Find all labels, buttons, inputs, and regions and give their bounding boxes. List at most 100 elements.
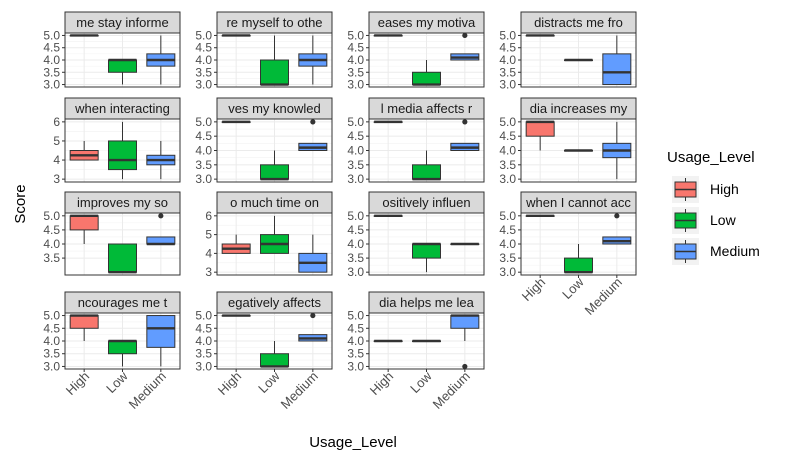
panel-border bbox=[368, 118, 485, 183]
legend: Usage_Level High Low Medium bbox=[667, 149, 760, 265]
box-low bbox=[260, 215, 289, 254]
legend-label: High bbox=[710, 181, 739, 197]
box-body bbox=[260, 164, 289, 180]
outlier-point bbox=[310, 119, 316, 125]
panel-border bbox=[520, 32, 637, 88]
legend-key-low: Low bbox=[672, 207, 737, 234]
box-body bbox=[69, 315, 99, 329]
y-tick-label: 4.0 bbox=[43, 53, 60, 67]
facet-strip-label: l media affects r bbox=[381, 101, 473, 116]
y-tick-label: 4.5 bbox=[347, 321, 364, 335]
y-tick-label: 4.0 bbox=[499, 53, 516, 67]
facet-strip-label: egatively affects bbox=[228, 295, 321, 310]
y-tick-label: 4 bbox=[53, 153, 60, 167]
y-tick-label: 6 bbox=[53, 115, 60, 129]
facet-strip-label: dia increases my bbox=[530, 101, 628, 116]
box-high bbox=[221, 34, 251, 37]
box-high bbox=[525, 34, 555, 37]
y-tick-label: 4.0 bbox=[347, 334, 364, 348]
panel-border bbox=[64, 32, 181, 88]
panel-border bbox=[216, 32, 333, 88]
y-tick-label: 3.0 bbox=[195, 172, 212, 186]
legend-key-medium: Medium bbox=[672, 238, 760, 265]
y-tick-label: 3.5 bbox=[499, 251, 516, 265]
y-tick-label: 5.0 bbox=[347, 309, 364, 323]
y-tick-label: 4.5 bbox=[195, 41, 212, 55]
box-medium bbox=[298, 119, 328, 152]
box-body bbox=[260, 59, 289, 86]
box-body bbox=[108, 59, 137, 73]
box-medium bbox=[146, 315, 176, 367]
facet-panel: eases my motiva 3.03.54.04.55.0 bbox=[347, 11, 485, 92]
outlier-point bbox=[462, 363, 468, 370]
y-tick-label: 4.0 bbox=[499, 144, 516, 158]
box-medium bbox=[146, 213, 176, 246]
y-tick-label: 3.0 bbox=[347, 78, 364, 92]
y-tick-label: 3 bbox=[53, 172, 60, 186]
y-tick-label: 5.0 bbox=[499, 115, 516, 129]
y-tick-label: 5.0 bbox=[195, 28, 212, 42]
facet-panel: re myself to othe 3.03.54.04.55.0 bbox=[195, 11, 333, 92]
x-tick-label: High bbox=[367, 369, 397, 399]
box-medium bbox=[298, 312, 328, 342]
y-tick-label: 4.5 bbox=[43, 223, 60, 237]
box-high bbox=[69, 34, 99, 37]
outlier-point bbox=[462, 32, 468, 39]
x-axis-title: Usage_Level bbox=[309, 434, 397, 451]
box-medium bbox=[146, 35, 176, 85]
y-tick-label: 4.0 bbox=[347, 53, 364, 67]
y-tick-label: 3.5 bbox=[347, 347, 364, 361]
y-tick-label: 4.5 bbox=[347, 41, 364, 55]
y-tick-label: 4.0 bbox=[499, 237, 516, 251]
facet-panel: when interacting 3 4 5 6 bbox=[53, 97, 181, 186]
facet-panel: distracts me fro 3.03.54.04.55.0 bbox=[499, 11, 637, 92]
y-tick-label: 5.0 bbox=[347, 28, 364, 42]
y-axis-title: Score bbox=[12, 184, 29, 223]
box-medium bbox=[450, 314, 480, 370]
y-tick-label: 4.0 bbox=[43, 237, 60, 251]
y-tick-label: 3.0 bbox=[499, 78, 516, 92]
y-tick-label: 5.0 bbox=[499, 28, 516, 42]
y-tick-label: 4.0 bbox=[347, 237, 364, 251]
box-medium bbox=[602, 121, 632, 180]
facet-panel: ncourages me t 3.03.54.04.55.0 High LowMedi… bbox=[43, 291, 181, 412]
panel-border bbox=[368, 212, 485, 276]
y-tick-label: 5.0 bbox=[195, 115, 212, 129]
y-tick-label: 5.0 bbox=[347, 209, 364, 223]
facet-panel: o much time on 3 4 5 6 bbox=[205, 191, 333, 279]
panel-border bbox=[216, 118, 333, 183]
box-body bbox=[108, 243, 137, 273]
y-tick-label: 3.0 bbox=[499, 172, 516, 186]
facet-strip-label: dia helps me lea bbox=[379, 295, 474, 310]
y-tick-label: 4.5 bbox=[499, 41, 516, 55]
legend-label: Medium bbox=[710, 243, 760, 259]
box-medium bbox=[602, 35, 632, 86]
y-tick-label: 4.5 bbox=[499, 223, 516, 237]
outlier-point bbox=[614, 213, 620, 219]
panel-border bbox=[520, 118, 637, 183]
box-low bbox=[564, 244, 593, 274]
box-medium bbox=[298, 35, 328, 85]
x-tick-label: Medium bbox=[126, 369, 169, 412]
facet-panel: me stay informe 3.03.54.04.55.0 bbox=[43, 11, 181, 92]
facet-strip-label: ncourages me t bbox=[78, 295, 168, 310]
x-tick-label: High bbox=[63, 369, 93, 399]
box-high bbox=[525, 120, 555, 151]
box-low bbox=[108, 121, 137, 180]
y-tick-label: 4.0 bbox=[43, 334, 60, 348]
facet-panel: when I cannot acc 3.03.54.04.55.0 High LowM… bbox=[499, 191, 637, 318]
box-body bbox=[260, 353, 289, 367]
box-high bbox=[69, 314, 99, 341]
y-tick-label: 5.0 bbox=[347, 115, 364, 129]
y-tick-label: 3.5 bbox=[43, 65, 60, 79]
box-high bbox=[373, 34, 403, 37]
x-tick-label: Medium bbox=[430, 369, 473, 412]
facet-panel: dia increases my 3.03.54.04.55.0 bbox=[499, 97, 637, 186]
x-tick-label: Medium bbox=[582, 275, 625, 318]
facet-panel: dia helps me lea 3.03.54.04.55.0 High LowMe… bbox=[347, 291, 485, 412]
facet-strip-label: eases my motiva bbox=[378, 15, 476, 30]
facet-strip-label: improves my so bbox=[77, 195, 168, 210]
x-tick-label: High bbox=[215, 369, 245, 399]
y-tick-label: 5.0 bbox=[43, 309, 60, 323]
